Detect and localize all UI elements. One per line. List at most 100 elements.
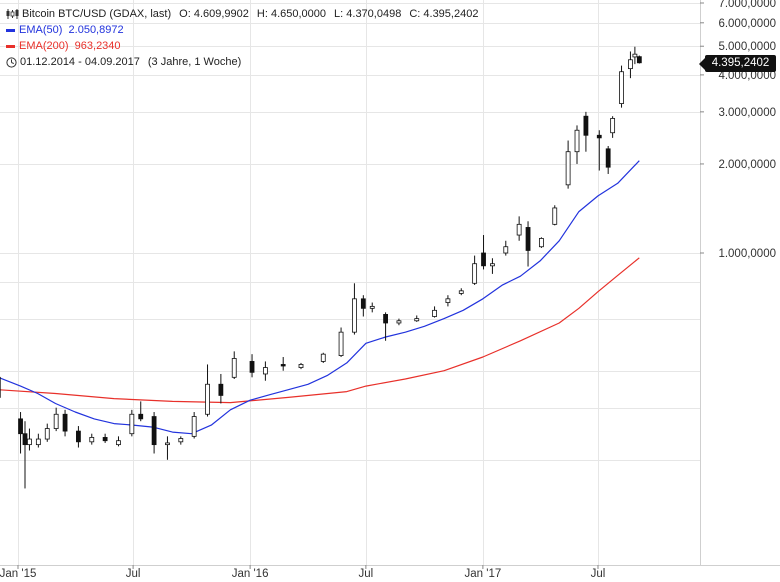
candle-body (396, 320, 402, 324)
candle (360, 295, 366, 317)
candle (619, 65, 624, 108)
candle (396, 318, 402, 326)
candle (481, 235, 486, 270)
y-tick-label: 2.000,0000 (718, 159, 776, 171)
ema50-legend-row[interactable]: EMA(50) 2.050,8972 (6, 22, 478, 38)
candle (35, 433, 41, 448)
candle (165, 436, 170, 460)
candle-body (89, 437, 95, 443)
candle (205, 364, 210, 417)
candle (76, 426, 81, 448)
candle-body (596, 134, 602, 139)
candle-body (636, 56, 642, 64)
candle (89, 433, 95, 445)
candle-body (262, 367, 268, 375)
candle-body (76, 430, 81, 443)
candle-body (472, 263, 478, 284)
high-label: H: (256, 8, 268, 20)
candle-body (503, 246, 509, 254)
candle (383, 312, 388, 341)
candle-body (619, 71, 624, 104)
x-tick-label: Jul (126, 568, 141, 580)
y-tick-label: 1.000,0000 (718, 248, 776, 260)
candle (116, 436, 121, 447)
candle (610, 116, 616, 138)
instrument-row: Bitcoin BTC/USD (GDAX, last) O: 4.609,99… (6, 6, 478, 22)
candle (262, 361, 268, 381)
candle-body (432, 309, 437, 317)
candle-body (35, 438, 41, 446)
candle (445, 295, 451, 307)
candle-body (231, 358, 237, 378)
candle-body (490, 263, 495, 267)
candle (490, 258, 495, 274)
candlestick-icon (6, 9, 19, 19)
x-tick-label: Jan '17 (465, 568, 502, 580)
candle (280, 357, 286, 371)
ema50-swatch (6, 28, 15, 32)
x-tick-label: Jan '15 (0, 568, 36, 580)
candle (458, 288, 464, 296)
candle (53, 407, 59, 432)
candle-body (383, 314, 388, 324)
candle-body (369, 305, 375, 309)
ema50-series (0, 160, 640, 435)
candle (138, 401, 144, 422)
candle (218, 373, 224, 404)
candle (338, 327, 344, 358)
candle-body (414, 318, 420, 322)
candle-body (151, 416, 157, 446)
candle (44, 423, 50, 442)
candle (191, 412, 197, 439)
open-label: O: (179, 8, 191, 20)
candle-body (574, 129, 580, 153)
chart-legend: Bitcoin BTC/USD (GDAX, last) O: 4.609,99… (6, 6, 478, 70)
candle-body (525, 227, 531, 251)
candle-body (191, 416, 197, 437)
candle (632, 46, 638, 65)
gridlines (0, 0, 700, 565)
candle (298, 362, 304, 370)
x-tick-label: Jul (359, 568, 374, 580)
y-tick-label: 6.000,0000 (718, 18, 776, 30)
open-value: 4.609,9902 (193, 8, 249, 20)
candle (596, 130, 602, 171)
candle-body (22, 433, 28, 446)
candle-body (102, 437, 108, 442)
candle-body (352, 298, 357, 333)
low-value: 4.370,0498 (346, 8, 402, 20)
candle-body (565, 151, 571, 186)
candle-body (360, 298, 366, 309)
candle (605, 145, 611, 174)
candle-body (44, 428, 50, 440)
candle-body (605, 148, 611, 168)
candle (583, 111, 589, 152)
candle (320, 352, 326, 363)
ema200-label: EMA(200) (19, 40, 69, 52)
ema50-value: 2.050,8972 (68, 24, 124, 36)
y-tick-label: 7.000,0000 (718, 0, 776, 10)
candle (231, 351, 237, 380)
candle (414, 315, 420, 322)
x-tick-label: Jul (591, 568, 606, 580)
candle (432, 306, 437, 318)
ema200-line (0, 257, 640, 404)
candle (151, 412, 157, 454)
candle-body (116, 440, 121, 446)
instrument-name: Bitcoin BTC/USD (GDAX, last) (22, 8, 172, 20)
candle-body (632, 53, 638, 58)
candle-body (18, 418, 23, 435)
ema200-legend-row[interactable]: EMA(200) 963,2340 (6, 38, 478, 54)
y-tick-label: 3.000,0000 (718, 107, 776, 119)
candle (352, 283, 357, 335)
candle-body (165, 442, 170, 446)
ema200-swatch (6, 44, 15, 48)
candle (565, 140, 571, 189)
candle (27, 428, 32, 451)
candle-body (458, 290, 464, 294)
date-range-row: 01.12.2014 - 04.09.2017 (3 Jahre, 1 Woch… (6, 54, 478, 70)
candle (22, 421, 28, 489)
close-value: 4.395,2402 (423, 8, 479, 20)
